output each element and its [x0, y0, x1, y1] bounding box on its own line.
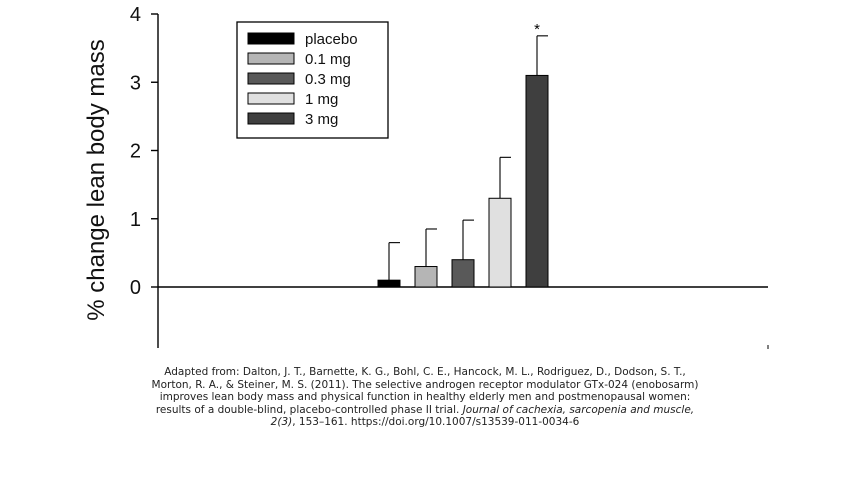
caption-pages-doi: , 153–161. https://doi.org/10.1007/s1353…	[292, 416, 580, 428]
caption-volume: 2(3)	[270, 416, 293, 428]
caption-line: Adapted from: Dalton, J. T., Barnette, K…	[164, 366, 686, 378]
y-tick-label: 4	[130, 4, 141, 26]
caption-text: results of a double-blind, placebo-contr…	[155, 403, 463, 416]
y-axis-label: % change lean body mass	[83, 39, 110, 321]
legend-swatch	[247, 52, 295, 65]
y-tick-label: 2	[130, 141, 141, 163]
bar	[488, 197, 512, 288]
y-tick-label: 1	[130, 209, 141, 231]
legend-label: 0.1 mg	[305, 51, 351, 68]
legend-label: 0.3 mg	[305, 71, 351, 88]
bar	[414, 266, 438, 288]
legend-swatch	[247, 92, 295, 105]
bar-chart: 0 1 2 3 4 % change lean body mass * placebo 0…	[83, 4, 769, 349]
caption-journal: Journal of cachexia, sarcopenia and musc…	[462, 403, 695, 416]
legend-label: 3 mg	[305, 111, 338, 128]
legend-label: placebo	[305, 31, 358, 48]
source-caption: Adapted from: Dalton, J. T., Barnette, K…	[60, 366, 790, 429]
caption-line: improves lean body mass and physical fun…	[159, 391, 691, 403]
caption-line: 2(3), 153–161. https://doi.org/10.1007/s…	[60, 416, 790, 429]
caption-line: results of a double-blind, placebo-contr…	[60, 404, 790, 417]
legend-swatch	[247, 72, 295, 85]
caption-line: Morton, R. A., & Steiner, M. S. (2011). …	[151, 378, 699, 391]
y-tick-label: 0	[130, 277, 141, 299]
significance-marker: *	[534, 21, 540, 38]
bar	[525, 74, 549, 288]
legend-label: 1 mg	[305, 91, 338, 108]
y-tick-label: 3	[130, 72, 141, 94]
legend-swatch	[247, 32, 295, 45]
bar	[451, 259, 475, 288]
legend-swatch	[247, 112, 295, 125]
bar	[377, 279, 401, 288]
